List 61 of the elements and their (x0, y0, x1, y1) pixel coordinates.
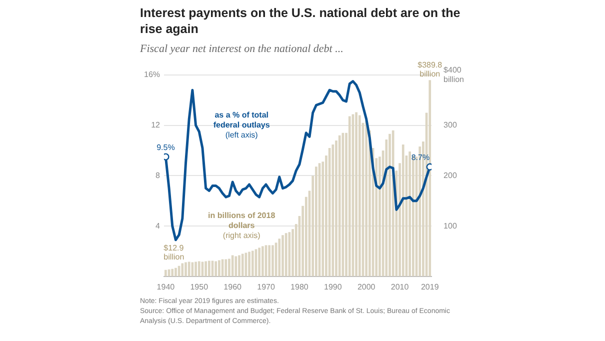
bar (224, 259, 228, 276)
bar (248, 252, 250, 276)
bar (194, 262, 197, 276)
bar (181, 263, 184, 276)
bar (408, 152, 411, 276)
bar (184, 262, 187, 276)
data-label: 9.5% (156, 143, 175, 152)
x-tick-label: 2000 (357, 282, 376, 292)
bar (174, 268, 177, 276)
y2-tick-label: 300 (444, 120, 458, 130)
series-label: in billions of 2018 dollars (right axis) (208, 211, 276, 240)
bar (348, 116, 351, 276)
data-label: $389.8 billion (418, 60, 443, 78)
bar (358, 115, 361, 276)
bar (261, 246, 264, 276)
bar (332, 144, 334, 276)
y2-tick-label: 100 (444, 221, 458, 230)
bar (208, 260, 210, 276)
bar (365, 120, 368, 276)
bar (188, 262, 190, 276)
bar (268, 245, 271, 276)
bar (214, 261, 218, 276)
bar (241, 254, 244, 276)
bar (251, 250, 254, 276)
bar (402, 144, 404, 276)
y2-tick-label: 200 (444, 170, 458, 180)
bar (164, 270, 167, 276)
y-tick-label: 8 (156, 170, 161, 180)
bar (228, 258, 230, 276)
bar (315, 166, 318, 276)
series-label: as a % of total federal outlays (left axis) (213, 110, 270, 140)
x-tick-label: 1980 (290, 282, 309, 292)
bar (388, 134, 391, 276)
x-tick-label: 2019 (420, 282, 440, 292)
chart-subtitle: Fiscal year net interest on the national debt ... (140, 43, 344, 55)
y-tick-label: 16% (144, 70, 160, 80)
x-tick-label: 1970 (257, 282, 276, 292)
bar (272, 245, 274, 276)
bar (198, 261, 200, 276)
bar (204, 261, 207, 276)
data-label: 8.7% (411, 153, 430, 162)
y2-tick-label: $400 billion (444, 65, 464, 84)
bar (278, 238, 281, 276)
bar (282, 235, 284, 276)
bar (234, 256, 238, 276)
bar (355, 112, 358, 276)
y-tick-label: 12 (151, 120, 161, 130)
bar (218, 260, 220, 276)
x-tick-label: 1940 (156, 282, 176, 292)
y-tick-label: 4 (156, 221, 161, 230)
chart-title: Interest payments on the U.S. national debt are on the rise again (140, 5, 462, 37)
data-label: $12.9 billion (164, 244, 184, 262)
bar (238, 255, 240, 276)
bar (428, 80, 432, 276)
bar (258, 248, 260, 276)
x-tick-label: 1950 (190, 282, 209, 292)
bar (171, 268, 174, 276)
x-tick-label: 1990 (324, 282, 342, 292)
bar (288, 232, 291, 276)
x-tick-label: 1960 (224, 282, 242, 292)
x-tick-label: 2010 (390, 282, 410, 292)
